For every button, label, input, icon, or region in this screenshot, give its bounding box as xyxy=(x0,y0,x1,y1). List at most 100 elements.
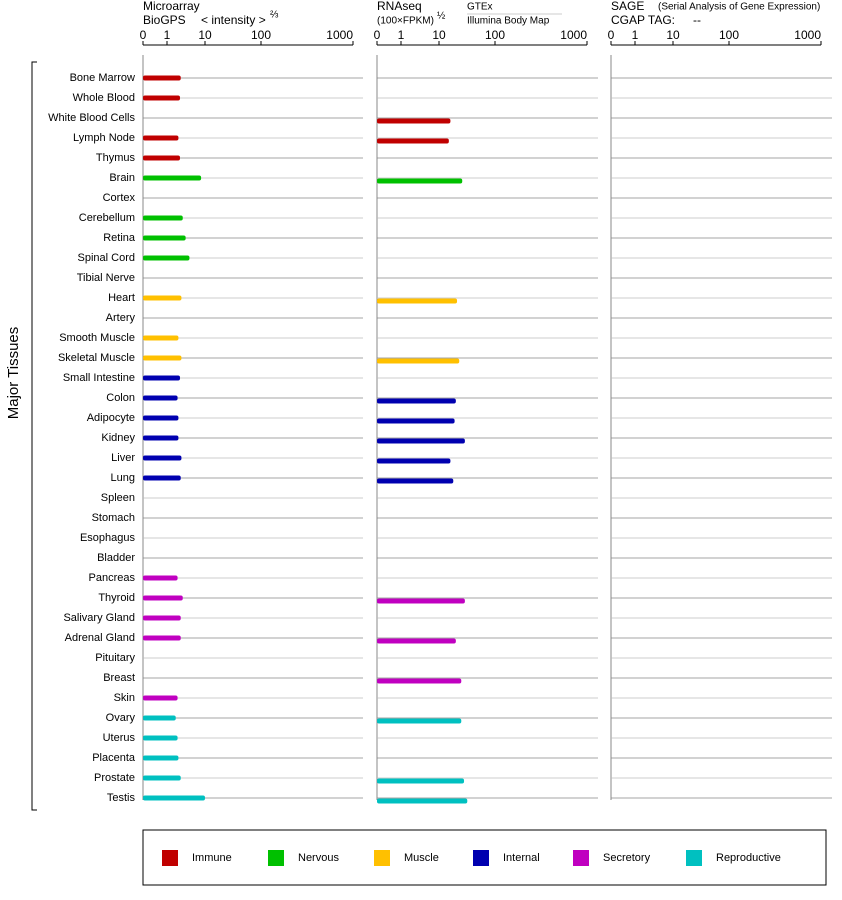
bar xyxy=(143,355,182,361)
panel-title: Microarray xyxy=(143,0,200,13)
category-label: Thymus xyxy=(96,152,136,164)
bar xyxy=(143,75,181,81)
legend-box xyxy=(142,829,827,886)
panel-source: BioGPS xyxy=(143,13,186,27)
panel-unit: (100×FPKM) xyxy=(377,16,434,27)
category-label: Ovary xyxy=(106,712,136,724)
bar xyxy=(143,715,176,721)
category-label: Cortex xyxy=(103,192,136,204)
bar xyxy=(377,778,465,784)
bar xyxy=(143,175,202,181)
panel-title: RNAseq xyxy=(377,0,422,13)
category-label: Lymph Node xyxy=(73,132,135,144)
panel-source: Illumina Body Map xyxy=(467,16,550,27)
x-tick-label: 1 xyxy=(398,28,405,42)
panel-unit: < intensity > xyxy=(201,13,266,27)
bar xyxy=(143,135,179,141)
bar xyxy=(143,575,178,581)
x-tick-label: 0 xyxy=(140,28,147,42)
category-label: Heart xyxy=(108,292,135,304)
bar xyxy=(143,215,183,221)
tag-value: -- xyxy=(693,13,701,27)
bar xyxy=(143,595,183,601)
category-label: Bladder xyxy=(97,552,135,564)
panel-title: SAGE xyxy=(611,0,644,13)
bar xyxy=(377,358,460,364)
category-label: Artery xyxy=(106,312,136,324)
category-label: Testis xyxy=(107,792,136,804)
category-label: Thyroid xyxy=(98,592,135,604)
category-label: Uterus xyxy=(103,732,136,744)
category-label: Esophagus xyxy=(80,532,136,544)
bar xyxy=(143,235,186,241)
panel-source: GTEx xyxy=(467,2,493,13)
category-label: White Blood Cells xyxy=(48,112,135,124)
legend-swatch xyxy=(573,850,589,866)
legend-swatch xyxy=(268,850,284,866)
category-label: Breast xyxy=(103,672,135,684)
category-label: Smooth Muscle xyxy=(59,332,135,344)
category-label: Liver xyxy=(111,452,135,464)
category-label: Adrenal Gland xyxy=(65,632,135,644)
bar xyxy=(377,438,465,444)
legend-label: Reproductive xyxy=(716,852,781,864)
category-label: Cerebellum xyxy=(79,212,135,224)
bar xyxy=(377,398,456,404)
bar xyxy=(143,95,181,101)
x-tick-label: 0 xyxy=(374,28,381,42)
bar xyxy=(377,718,462,724)
x-tick-label: 100 xyxy=(485,28,505,42)
bar xyxy=(377,178,463,184)
bar xyxy=(377,798,468,804)
bar xyxy=(143,435,179,441)
bar xyxy=(143,755,179,761)
category-label: Placenta xyxy=(92,752,136,764)
bar xyxy=(143,155,181,161)
bar xyxy=(143,295,182,301)
category-label: Salivary Gland xyxy=(63,612,135,624)
legend-swatch xyxy=(162,850,178,866)
bar xyxy=(143,475,181,481)
x-tick-label: 1000 xyxy=(560,28,587,42)
category-label: Retina xyxy=(103,232,136,244)
y-axis-label: Major Tissues xyxy=(5,327,22,420)
bracket xyxy=(31,61,37,811)
legend-swatch xyxy=(686,850,702,866)
bar xyxy=(143,255,190,261)
bar xyxy=(143,635,181,641)
category-label: Lung xyxy=(111,472,135,484)
bar xyxy=(377,458,451,464)
bar xyxy=(143,375,181,381)
category-label: Pancreas xyxy=(89,572,136,584)
legend-swatch xyxy=(473,850,489,866)
x-tick-label: 10 xyxy=(666,28,680,42)
category-label: Adipocyte xyxy=(87,412,135,424)
x-tick-label: 100 xyxy=(251,28,271,42)
category-label: Whole Blood xyxy=(73,92,135,104)
bar xyxy=(377,638,456,644)
x-tick-label: 100 xyxy=(719,28,739,42)
legend-label: Immune xyxy=(192,852,232,864)
bar xyxy=(377,598,465,604)
bar xyxy=(143,795,205,801)
bar xyxy=(143,415,179,421)
x-tick-label: 10 xyxy=(432,28,446,42)
category-label: Tibial Nerve xyxy=(77,272,135,284)
legend-label: Secretory xyxy=(603,852,651,864)
bar xyxy=(377,138,449,144)
bar xyxy=(377,478,454,484)
category-label: Brain xyxy=(109,172,135,184)
category-label: Spinal Cord xyxy=(78,252,135,264)
legend-swatch xyxy=(374,850,390,866)
tag-label: CGAP TAG: xyxy=(611,13,675,27)
bar xyxy=(143,335,179,341)
bar xyxy=(143,615,181,621)
x-tick-label: 1 xyxy=(632,28,639,42)
x-tick-label: 10 xyxy=(198,28,212,42)
legend-label: Muscle xyxy=(404,852,439,864)
category-label: Spleen xyxy=(101,492,135,504)
x-tick-label: 1 xyxy=(164,28,171,42)
x-tick-label: 1000 xyxy=(326,28,353,42)
bar xyxy=(377,118,451,124)
